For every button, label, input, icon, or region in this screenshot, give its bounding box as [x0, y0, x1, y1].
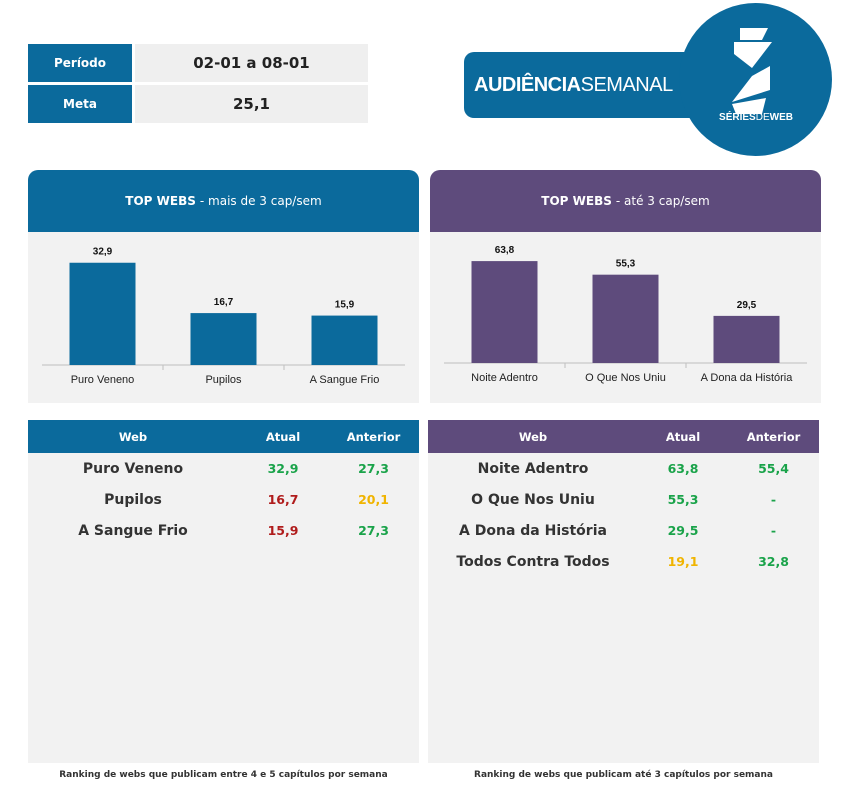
ranking-table-ate-3: Web Atual Anterior Noite Adentro 63,8 55,4… — [428, 420, 819, 763]
category-label: Noite Adentro — [471, 372, 538, 384]
bar — [311, 315, 378, 365]
header-web: Web — [118, 429, 148, 444]
periodo-label: Período — [28, 44, 132, 82]
table-row: A Sangue Frio 15,9 27,3 — [28, 515, 419, 546]
table-header: Web Atual Anterior — [428, 420, 819, 453]
bar-chart-ate-3: 63,8 Noite Adentro 55,3 O Que Nos Uniu 29,5 A… — [444, 245, 807, 384]
header-atual: Atual — [665, 429, 701, 444]
chart-title-bold: TOP WEBS — [541, 194, 612, 208]
header-anterior: Anterior — [346, 429, 401, 444]
bar — [713, 315, 780, 363]
anterior-cell: 20,1 — [358, 492, 389, 507]
bar — [190, 313, 257, 365]
periodo-row: Período 02-01 a 08-01 — [28, 44, 368, 82]
banner-title: AUDIÊNCIASEMANAL — [474, 74, 673, 97]
atual-cell: 29,5 — [667, 523, 699, 538]
web-name-cell: Pupilos — [104, 491, 162, 508]
web-name-cell: Puro Veneno — [82, 460, 184, 477]
chart-title-rest: - mais de 3 cap/sem — [199, 194, 322, 208]
table-row: Puro Veneno 32,9 27,3 — [28, 453, 419, 484]
anterior-cell: 27,3 — [358, 461, 389, 476]
atual-cell: 15,9 — [267, 523, 299, 538]
table-header: Web Atual Anterior — [28, 420, 419, 453]
logo-text: SÉRIESDEWEB — [706, 112, 806, 123]
anterior-cell: - — [770, 523, 777, 538]
anterior-cell: 32,8 — [758, 554, 789, 569]
chart-panel-ate-3: TOP WEBS - até 3 cap/sem 63,8 Noite Adent… — [430, 170, 821, 403]
table-row: Pupilos 16,7 20,1 — [28, 484, 419, 515]
logo-text-light: DE — [755, 112, 770, 123]
table-footer-note: Ranking de webs que publicam até 3 capít… — [474, 770, 773, 780]
table-row: Noite Adentro 63,8 55,4 — [428, 453, 819, 484]
banner-title-bold: AUDIÊNCIA — [474, 73, 581, 96]
series-de-web-logo-icon — [732, 28, 772, 114]
banner-title-light: SEMANAL — [580, 73, 674, 96]
table-row: Todos Contra Todos 19,1 32,8 — [428, 546, 819, 577]
category-label: A Sangue Frio — [310, 374, 380, 386]
web-name-cell: A Sangue Frio — [78, 522, 188, 539]
logo-text-bold2: WEB — [769, 112, 793, 123]
anterior-cell: - — [770, 492, 777, 507]
info-table: Período 02-01 a 08-01 Meta 25,1 — [28, 44, 368, 126]
web-name-cell: O Que Nos Uniu — [471, 491, 595, 508]
periodo-value: 02-01 a 08-01 — [135, 44, 368, 82]
chart-title-rest: - até 3 cap/sem — [615, 194, 710, 208]
chart-title: TOP WEBS - até 3 cap/sem — [430, 170, 821, 232]
data-label: 16,7 — [214, 297, 234, 308]
bar — [471, 261, 538, 363]
category-label: Puro Veneno — [71, 374, 135, 386]
bar — [592, 274, 659, 363]
meta-label: Meta — [28, 85, 132, 123]
table-row: A Dona da História 29,5 - — [428, 515, 819, 546]
web-name-cell: Noite Adentro — [477, 460, 589, 477]
atual-cell: 19,1 — [667, 554, 699, 569]
data-label: 55,3 — [616, 259, 636, 270]
bar-chart-mais-de-3: 32,9 Puro Veneno 16,7 Pupilos 15,9 A Sangue F… — [42, 247, 405, 386]
chart-title-bold: TOP WEBS — [125, 194, 196, 208]
atual-cell: 55,3 — [667, 492, 699, 507]
header-anterior: Anterior — [746, 429, 801, 444]
logo-text-bold: SÉRIES — [719, 112, 756, 123]
data-label: 63,8 — [495, 245, 515, 256]
atual-cell: 63,8 — [667, 461, 699, 476]
category-label: A Dona da História — [701, 372, 794, 384]
atual-cell: 16,7 — [267, 492, 299, 507]
anterior-cell: 27,3 — [358, 523, 389, 538]
atual-cell: 32,9 — [267, 461, 299, 476]
chart-panel-mais-de-3: TOP WEBS - mais de 3 cap/sem 32,9 Puro Ve… — [28, 170, 419, 403]
meta-row: Meta 25,1 — [28, 85, 368, 123]
header-web: Web — [518, 429, 548, 444]
meta-value: 25,1 — [135, 85, 368, 123]
table-row: O Que Nos Uniu 55,3 - — [428, 484, 819, 515]
header-atual: Atual — [265, 429, 301, 444]
anterior-cell: 55,4 — [758, 461, 789, 476]
data-label: 32,9 — [93, 247, 113, 258]
chart-title: TOP WEBS - mais de 3 cap/sem — [28, 170, 419, 232]
data-label: 15,9 — [335, 300, 355, 311]
data-label: 29,5 — [737, 300, 757, 311]
category-label: O Que Nos Uniu — [585, 372, 666, 384]
table-footer-note: Ranking de webs que publicam entre 4 e 5… — [59, 770, 388, 780]
ranking-table-mais-de-3: Web Atual Anterior Puro Veneno 32,9 27,3 Pu… — [28, 420, 419, 763]
bar — [69, 262, 136, 365]
web-name-cell: A Dona da História — [459, 522, 607, 539]
category-label: Pupilos — [205, 374, 242, 386]
web-name-cell: Todos Contra Todos — [456, 553, 610, 570]
